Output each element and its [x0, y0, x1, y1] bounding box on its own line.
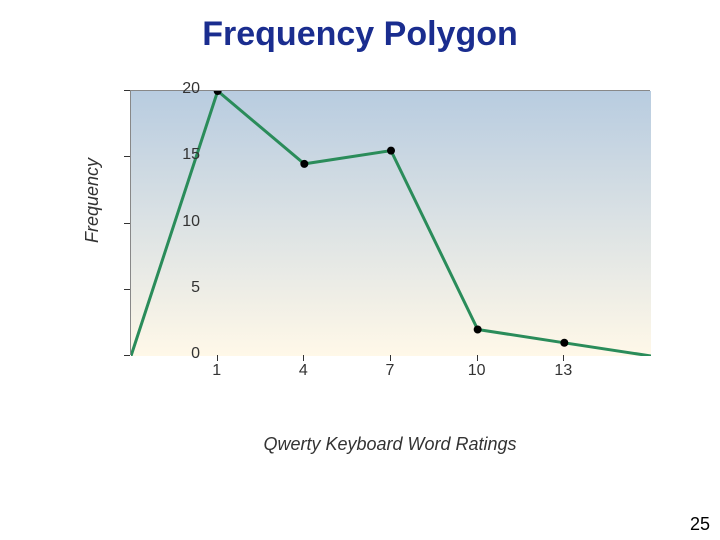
x-tick-mark	[477, 355, 478, 361]
x-tick-mark	[390, 355, 391, 361]
x-tick-label: 4	[288, 362, 318, 380]
y-tick-label: 10	[170, 213, 200, 231]
y-tick-mark	[124, 223, 130, 224]
y-tick-mark	[124, 289, 130, 290]
x-tick-mark	[563, 355, 564, 361]
y-tick-label: 0	[170, 345, 200, 363]
data-point	[474, 326, 482, 334]
page-number: 25	[690, 514, 710, 535]
y-tick-label: 5	[170, 279, 200, 297]
x-tick-label: 1	[202, 362, 232, 380]
y-tick-mark	[124, 156, 130, 157]
x-axis-label: Qwerty Keyboard Word Ratings	[130, 434, 650, 455]
data-point	[387, 147, 395, 155]
x-tick-label: 13	[548, 362, 578, 380]
plot-region	[130, 90, 650, 355]
data-point	[560, 339, 568, 347]
data-point	[300, 160, 308, 168]
y-tick-label: 15	[170, 146, 200, 164]
x-tick-mark	[303, 355, 304, 361]
chart-background	[131, 91, 651, 356]
y-tick-label: 20	[170, 80, 200, 98]
chart-title: Frequency Polygon	[0, 15, 720, 54]
x-tick-mark	[217, 355, 218, 361]
chart-svg	[131, 91, 651, 356]
y-axis-label: Frequency	[82, 158, 103, 243]
y-tick-mark	[124, 355, 130, 356]
x-tick-label: 7	[375, 362, 405, 380]
y-tick-mark	[124, 90, 130, 91]
x-tick-label: 10	[462, 362, 492, 380]
chart-area: Frequency Qwerty Keyboard Word Ratings 0…	[60, 90, 660, 410]
